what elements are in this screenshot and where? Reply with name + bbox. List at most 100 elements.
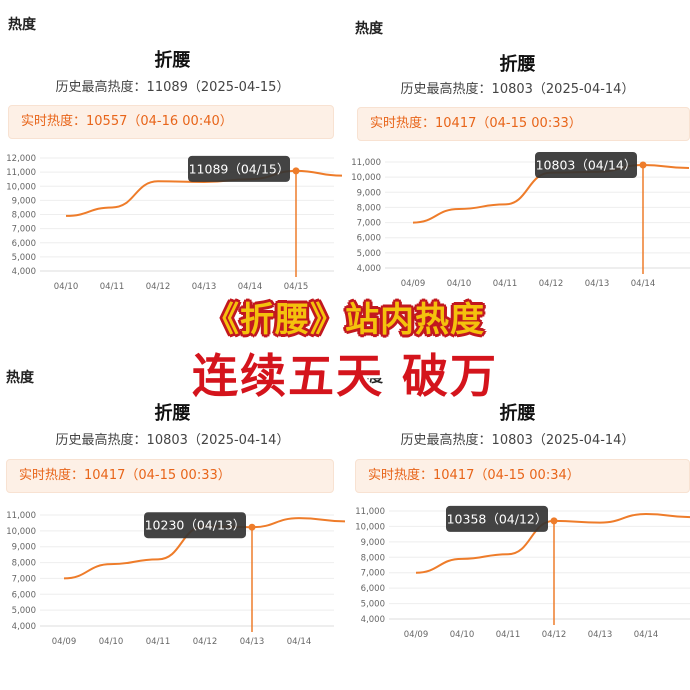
y-tick-label: 6,000 bbox=[12, 239, 36, 249]
history-date: （2025-04-14） bbox=[532, 82, 635, 97]
tooltip-text: 10358（04/12） bbox=[447, 511, 548, 526]
y-tick-label: 11,000 bbox=[6, 511, 36, 521]
realtime-label: 实时热度： bbox=[21, 114, 87, 129]
realtime-value: 10417 bbox=[435, 116, 477, 131]
history-date: （2025-04-14） bbox=[532, 433, 635, 448]
y-tick-label: 11,000 bbox=[6, 168, 36, 178]
x-tick-label: 04/11 bbox=[146, 637, 171, 647]
y-tick-label: 6,000 bbox=[12, 590, 36, 600]
y-tick-label: 7,000 bbox=[357, 219, 381, 229]
y-tick-label: 5,000 bbox=[12, 606, 36, 616]
drama-title: 折腰 bbox=[499, 54, 536, 75]
overlay-caption-line2: 连续五天 破万 bbox=[191, 349, 498, 403]
x-tick-label: 04/15 bbox=[284, 282, 309, 292]
x-tick-label: 04/10 bbox=[54, 282, 79, 292]
realtime-heat-box: 实时热度：10557（04-16 00:40） bbox=[8, 105, 334, 139]
y-tick-label: 9,000 bbox=[12, 196, 36, 206]
x-tick-label: 04/11 bbox=[493, 279, 518, 289]
y-tick-label: 9,000 bbox=[12, 543, 36, 553]
y-tick-label: 5,000 bbox=[361, 600, 385, 610]
history-max-heat: 历史最高热度：11089（2025-04-15） bbox=[0, 76, 345, 95]
heat-panel-bottom-left: 热度 折腰 历史最高热度：10803（2025-04-14） 实时热度：1041… bbox=[0, 355, 345, 690]
realtime-value: 10557 bbox=[86, 114, 128, 129]
y-tick-label: 8,000 bbox=[357, 203, 381, 213]
y-tick-label: 9,000 bbox=[361, 538, 385, 548]
realtime-time: （04-16 00:40） bbox=[127, 114, 233, 129]
drama-title: 折腰 bbox=[499, 403, 536, 424]
x-tick-label: 04/13 bbox=[585, 279, 610, 289]
tooltip-box bbox=[144, 512, 246, 539]
y-tick-label: 5,000 bbox=[357, 249, 381, 259]
history-value: 10803 bbox=[491, 433, 533, 448]
tooltip-text: 11089（04/15） bbox=[189, 161, 290, 176]
history-label: 历史最高热度： bbox=[400, 82, 492, 97]
history-max-heat: 历史最高热度：10803（2025-04-14） bbox=[345, 78, 690, 97]
heat-panel-bottom-right: 热度 折腰 历史最高热度：10803（2025-04-14） 实时热度：1041… bbox=[345, 355, 690, 690]
realtime-heat-box: 实时热度：10417（04-15 00:33） bbox=[357, 107, 690, 141]
x-tick-label: 04/10 bbox=[447, 279, 472, 289]
heat-panel-top-right: 热度 折腰 历史最高热度：10803（2025-04-14） 实时热度：1041… bbox=[345, 0, 690, 330]
y-tick-label: 6,000 bbox=[357, 234, 381, 244]
y-tick-label: 7,000 bbox=[12, 574, 36, 584]
x-tick-label: 04/14 bbox=[287, 637, 312, 647]
y-tick-label: 11,000 bbox=[351, 158, 381, 168]
x-tick-label: 04/13 bbox=[240, 637, 265, 647]
heat-line-chart[interactable]: 11,000 10,000 9,000 8,000 7,000 6,000 5,000 4,0… bbox=[0, 505, 345, 655]
x-tick-label: 04/12 bbox=[193, 637, 218, 647]
x-tick-label: 04/14 bbox=[238, 282, 263, 292]
y-tick-label: 8,000 bbox=[361, 553, 385, 563]
realtime-value: 10417 bbox=[433, 468, 475, 483]
y-tick-label: 5,000 bbox=[12, 253, 36, 263]
realtime-heat-box: 实时热度：10417（04-15 00:34） bbox=[355, 459, 690, 493]
y-tick-label: 4,000 bbox=[357, 264, 381, 274]
x-tick-label: 04/13 bbox=[192, 282, 217, 292]
y-tick-label: 10,000 bbox=[6, 527, 36, 537]
section-label: 热度 bbox=[8, 17, 36, 33]
history-value: 11089 bbox=[146, 80, 188, 95]
heat-line-chart[interactable]: 11,000 10,000 9,000 8,000 7,000 6,000 5,000 4,0… bbox=[345, 150, 690, 300]
history-value: 10803 bbox=[146, 433, 188, 448]
section-label: 热度 bbox=[355, 370, 383, 386]
x-tick-label: 04/09 bbox=[404, 630, 429, 640]
tooltip-text: 10803（04/14） bbox=[536, 158, 637, 173]
x-tick-label: 04/10 bbox=[450, 630, 475, 640]
y-tick-label: 7,000 bbox=[361, 569, 385, 579]
history-max-heat: 历史最高热度：10803（2025-04-14） bbox=[0, 429, 345, 448]
history-label: 历史最高热度： bbox=[400, 433, 492, 448]
x-tick-label: 04/11 bbox=[496, 630, 521, 640]
y-tick-label: 12,000 bbox=[6, 154, 36, 164]
drama-title: 折腰 bbox=[154, 403, 191, 424]
y-tick-label: 4,000 bbox=[12, 622, 36, 632]
drama-title: 折腰 bbox=[154, 50, 191, 71]
y-tick-label: 4,000 bbox=[361, 615, 385, 625]
realtime-heat-box: 实时热度：10417（04-15 00:33） bbox=[6, 459, 334, 493]
x-tick-label: 04/13 bbox=[588, 630, 613, 640]
realtime-label: 实时热度： bbox=[370, 116, 436, 131]
y-tick-label: 10,000 bbox=[6, 182, 36, 192]
highlight-point bbox=[292, 167, 300, 175]
y-tick-label: 9,000 bbox=[357, 188, 381, 198]
y-tick-label: 7,000 bbox=[12, 225, 36, 235]
x-tick-label: 04/09 bbox=[52, 637, 77, 647]
x-tick-label: 04/14 bbox=[634, 630, 659, 640]
heat-panel-top-left: 热度 折腰 历史最高热度：11089（2025-04-15） 实时热度：1055… bbox=[0, 0, 345, 330]
heat-line-chart[interactable]: 12,000 11,000 10,000 9,000 8,000 7,000 6,000 5,… bbox=[0, 148, 345, 298]
y-tick-label: 8,000 bbox=[12, 211, 36, 221]
x-tick-label: 04/12 bbox=[542, 630, 567, 640]
realtime-time: （04-15 00:33） bbox=[125, 468, 231, 483]
history-label: 历史最高热度： bbox=[55, 80, 147, 95]
history-date: （2025-04-15） bbox=[187, 80, 290, 95]
tooltip-box bbox=[535, 152, 637, 178]
x-tick-label: 04/14 bbox=[631, 279, 656, 289]
x-tick-label: 04/11 bbox=[100, 282, 125, 292]
x-tick-label: 04/12 bbox=[539, 279, 564, 289]
heat-line-chart[interactable]: 11,000 10,000 9,000 8,000 7,000 6,000 5,000 4,0… bbox=[345, 503, 690, 653]
tooltip-box bbox=[188, 155, 290, 182]
y-tick-label: 10,000 bbox=[351, 173, 381, 183]
y-tick-label: 10,000 bbox=[355, 522, 385, 532]
history-label: 历史最高热度： bbox=[55, 433, 147, 448]
y-tick-label: 8,000 bbox=[12, 559, 36, 569]
y-tick-label: 6,000 bbox=[361, 584, 385, 594]
x-tick-label: 04/10 bbox=[99, 637, 124, 647]
realtime-label: 实时热度： bbox=[19, 468, 85, 483]
